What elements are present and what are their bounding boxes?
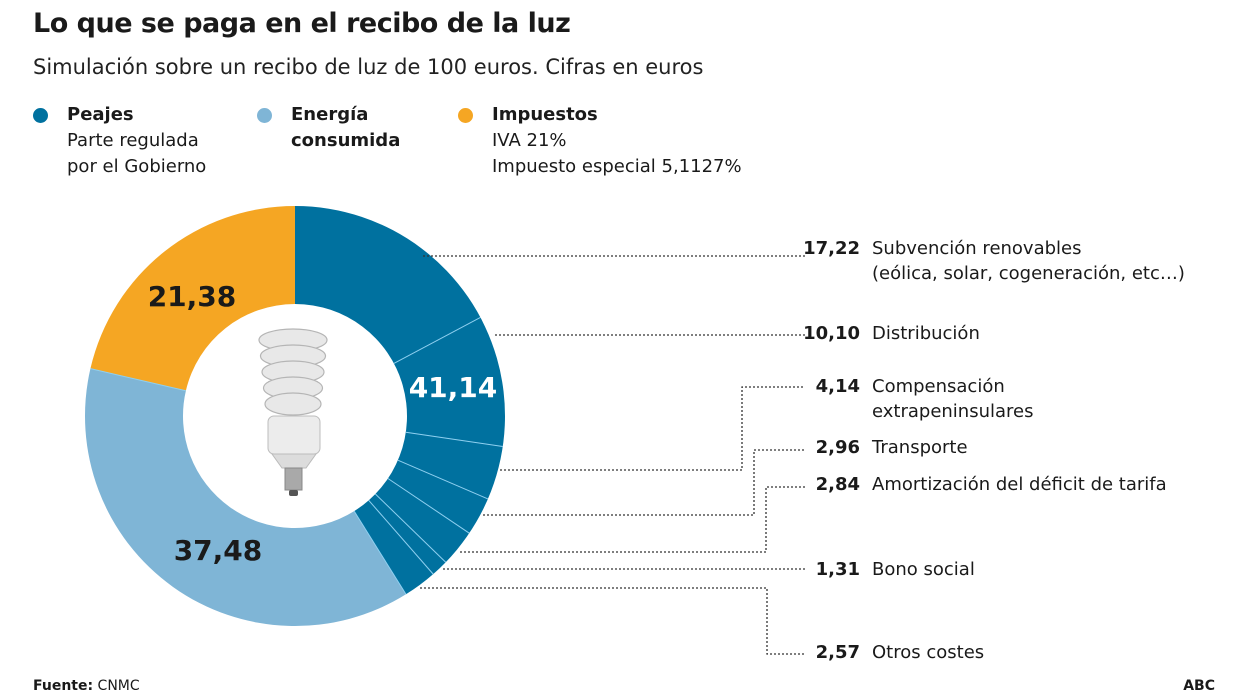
legend-swatch-peajes [33, 108, 48, 123]
slice-divider [375, 493, 447, 563]
chart-title: Lo que se paga en el recibo de la luz [33, 8, 571, 39]
breakdown-text: Bono social [872, 557, 975, 582]
donut-slice-2 [85, 368, 406, 627]
slice-value-label: 41,14 [409, 371, 498, 404]
source-value: CNMC [97, 678, 140, 694]
breakdown-text-line: extrapeninsulares [872, 401, 1034, 422]
breakdown-text: Subvención renovables (eólica, solar, cog… [872, 236, 1185, 286]
brand-logo: ABC [1183, 678, 1215, 694]
slice-value-label: 37,48 [174, 534, 263, 567]
breakdown-text: Amortización del déficit de tarifa [872, 472, 1167, 497]
donut-slice-1 [295, 206, 505, 595]
legend-peajes: Peajes Parte regulada por el Gobierno [33, 102, 206, 180]
breakdown-text-line: Subvención renovables [872, 238, 1082, 259]
breakdown-value: 2,96 [815, 437, 860, 458]
legend-swatch-energia [257, 108, 272, 123]
breakdown-text-line: Otros costes [872, 642, 985, 663]
breakdown-text-line: Bono social [872, 559, 975, 580]
chart-subtitle: Simulación sobre un recibo de luz de 100… [33, 55, 704, 79]
breakdown-text: Distribución [872, 321, 980, 346]
slice-divider [405, 431, 503, 447]
breakdown-text: Compensación extrapeninsulares [872, 374, 1034, 424]
breakdown-value: 2,84 [815, 474, 860, 495]
breakdown-value: 10,10 [803, 323, 860, 344]
legend-label: Energía [291, 104, 369, 125]
breakdown-value: 4,14 [815, 376, 860, 397]
breakdown-text-line: (eólica, solar, cogeneración, etc…) [872, 263, 1185, 284]
breakdown-text-line: Amortización del déficit de tarifa [872, 474, 1167, 495]
legend-label: Impuestos [492, 104, 598, 125]
legend-swatch-impuestos [458, 108, 473, 123]
legend-desc: por el Gobierno [67, 156, 207, 177]
legend-desc: Parte regulada [67, 130, 199, 151]
leader-line [420, 587, 805, 655]
leader-line [483, 449, 805, 516]
slice-divider [353, 510, 407, 595]
donut-slice-3 [90, 206, 296, 391]
slice-value-label: 21,38 [148, 280, 237, 313]
source-label: Fuente: [33, 678, 94, 694]
breakdown-text: Otros costes [872, 640, 984, 665]
slice-divider [397, 459, 489, 500]
breakdown-text-line: Transporte [872, 437, 968, 458]
breakdown-text-line: Distribución [872, 323, 980, 344]
slice-divider [393, 316, 481, 364]
breakdown-text: Transporte [872, 435, 968, 460]
breakdown-value: 1,31 [815, 559, 860, 580]
slice-divider [90, 368, 186, 392]
breakdown-text-line: Compensación [872, 376, 1005, 397]
legend-energia: Energía consumida [257, 102, 400, 154]
legend-label: Peajes [67, 104, 134, 125]
breakdown-value: 2,57 [815, 642, 860, 663]
legend-label: consumida [291, 130, 401, 151]
leader-line [460, 486, 805, 553]
legend-impuestos: Impuestos IVA 21% Impuesto especial 5,11… [458, 102, 742, 180]
source-note: Fuente: CNMC [33, 678, 140, 694]
slice-divider [387, 478, 470, 534]
legend-desc: Impuesto especial 5,1127% [492, 156, 742, 177]
slice-divider [368, 500, 434, 575]
leader-line [500, 386, 805, 471]
legend-desc: IVA 21% [492, 130, 567, 151]
light-bulb-icon [258, 328, 328, 496]
breakdown-value: 17,22 [803, 238, 860, 259]
